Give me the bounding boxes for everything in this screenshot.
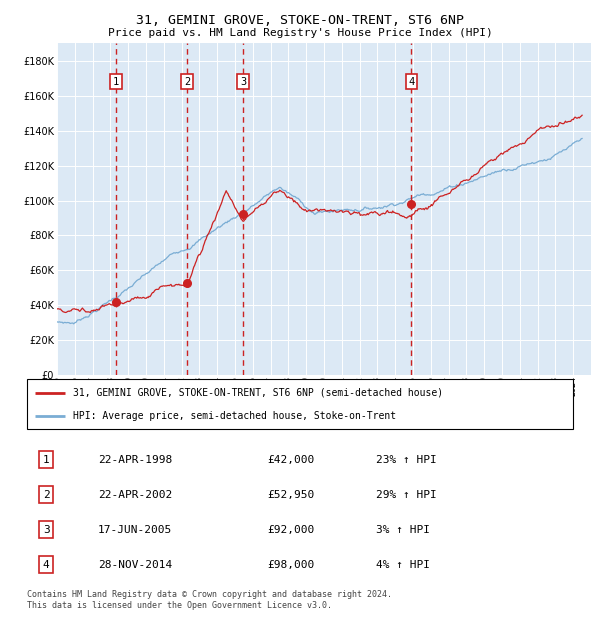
FancyBboxPatch shape	[27, 379, 573, 429]
Text: 23% ↑ HPI: 23% ↑ HPI	[376, 455, 437, 465]
Text: 17-JUN-2005: 17-JUN-2005	[98, 525, 172, 534]
Text: 2: 2	[43, 490, 49, 500]
Text: 4: 4	[408, 77, 415, 87]
Text: 22-APR-1998: 22-APR-1998	[98, 455, 172, 465]
Text: 28-NOV-2014: 28-NOV-2014	[98, 560, 172, 570]
Text: 22-APR-2002: 22-APR-2002	[98, 490, 172, 500]
Text: £42,000: £42,000	[267, 455, 314, 465]
Text: 31, GEMINI GROVE, STOKE-ON-TRENT, ST6 6NP (semi-detached house): 31, GEMINI GROVE, STOKE-ON-TRENT, ST6 6N…	[73, 388, 443, 398]
Text: 31, GEMINI GROVE, STOKE-ON-TRENT, ST6 6NP: 31, GEMINI GROVE, STOKE-ON-TRENT, ST6 6N…	[136, 14, 464, 27]
Text: 3% ↑ HPI: 3% ↑ HPI	[376, 525, 430, 534]
Text: Contains HM Land Registry data © Crown copyright and database right 2024.
This d: Contains HM Land Registry data © Crown c…	[27, 590, 392, 609]
Text: 4: 4	[43, 560, 49, 570]
Text: Price paid vs. HM Land Registry's House Price Index (HPI): Price paid vs. HM Land Registry's House …	[107, 28, 493, 38]
Text: 1: 1	[113, 77, 119, 87]
Text: 3: 3	[240, 77, 247, 87]
Text: £52,950: £52,950	[267, 490, 314, 500]
Text: HPI: Average price, semi-detached house, Stoke-on-Trent: HPI: Average price, semi-detached house,…	[73, 410, 397, 420]
Text: 3: 3	[43, 525, 49, 534]
Text: £92,000: £92,000	[267, 525, 314, 534]
Text: £98,000: £98,000	[267, 560, 314, 570]
Text: 4% ↑ HPI: 4% ↑ HPI	[376, 560, 430, 570]
Text: 29% ↑ HPI: 29% ↑ HPI	[376, 490, 437, 500]
Text: 2: 2	[184, 77, 190, 87]
Text: 1: 1	[43, 455, 49, 465]
